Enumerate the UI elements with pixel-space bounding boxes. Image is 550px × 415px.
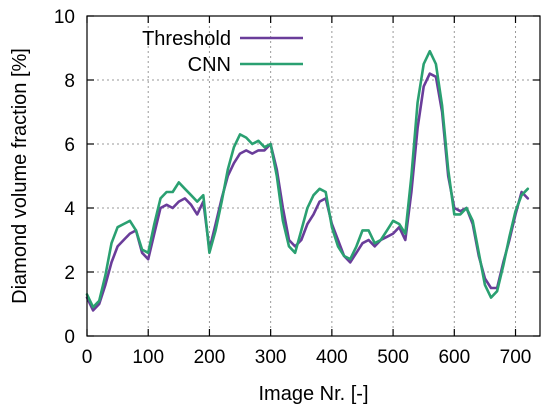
y-tick-label: 0 xyxy=(64,327,75,348)
series-line-threshold xyxy=(85,72,530,312)
legend-label-cnn: CNN xyxy=(188,54,231,76)
y-tick-label: 6 xyxy=(64,135,75,156)
y-tick-label: 8 xyxy=(64,71,75,92)
legend: Threshold CNN xyxy=(142,28,303,76)
y-tick-label: 10 xyxy=(54,7,75,28)
x-tick-label: 100 xyxy=(132,347,164,368)
series-line-cnn xyxy=(85,49,530,309)
x-tick-label: 600 xyxy=(438,347,470,368)
x-tick-label: 400 xyxy=(316,347,348,368)
x-tick-label: 200 xyxy=(194,347,226,368)
series-lines xyxy=(85,49,530,312)
y-axis-label: Diamond volume fraction [%] xyxy=(9,48,31,304)
x-tick-label: 500 xyxy=(377,347,409,368)
plot-frame xyxy=(86,15,541,337)
axis-ticks: 0 100 200 300 400 500 600 700 0 2 4 6 8 10 xyxy=(54,7,540,368)
legend-label-threshold: Threshold xyxy=(142,28,231,50)
x-tick-label: 700 xyxy=(500,347,532,368)
x-tick-label: 0 xyxy=(82,347,93,368)
y-tick-label: 2 xyxy=(64,263,75,284)
grid xyxy=(87,16,540,336)
y-tick-label: 4 xyxy=(64,199,75,220)
x-axis-label: Image Nr. [-] xyxy=(258,383,368,405)
x-tick-label: 300 xyxy=(255,347,287,368)
